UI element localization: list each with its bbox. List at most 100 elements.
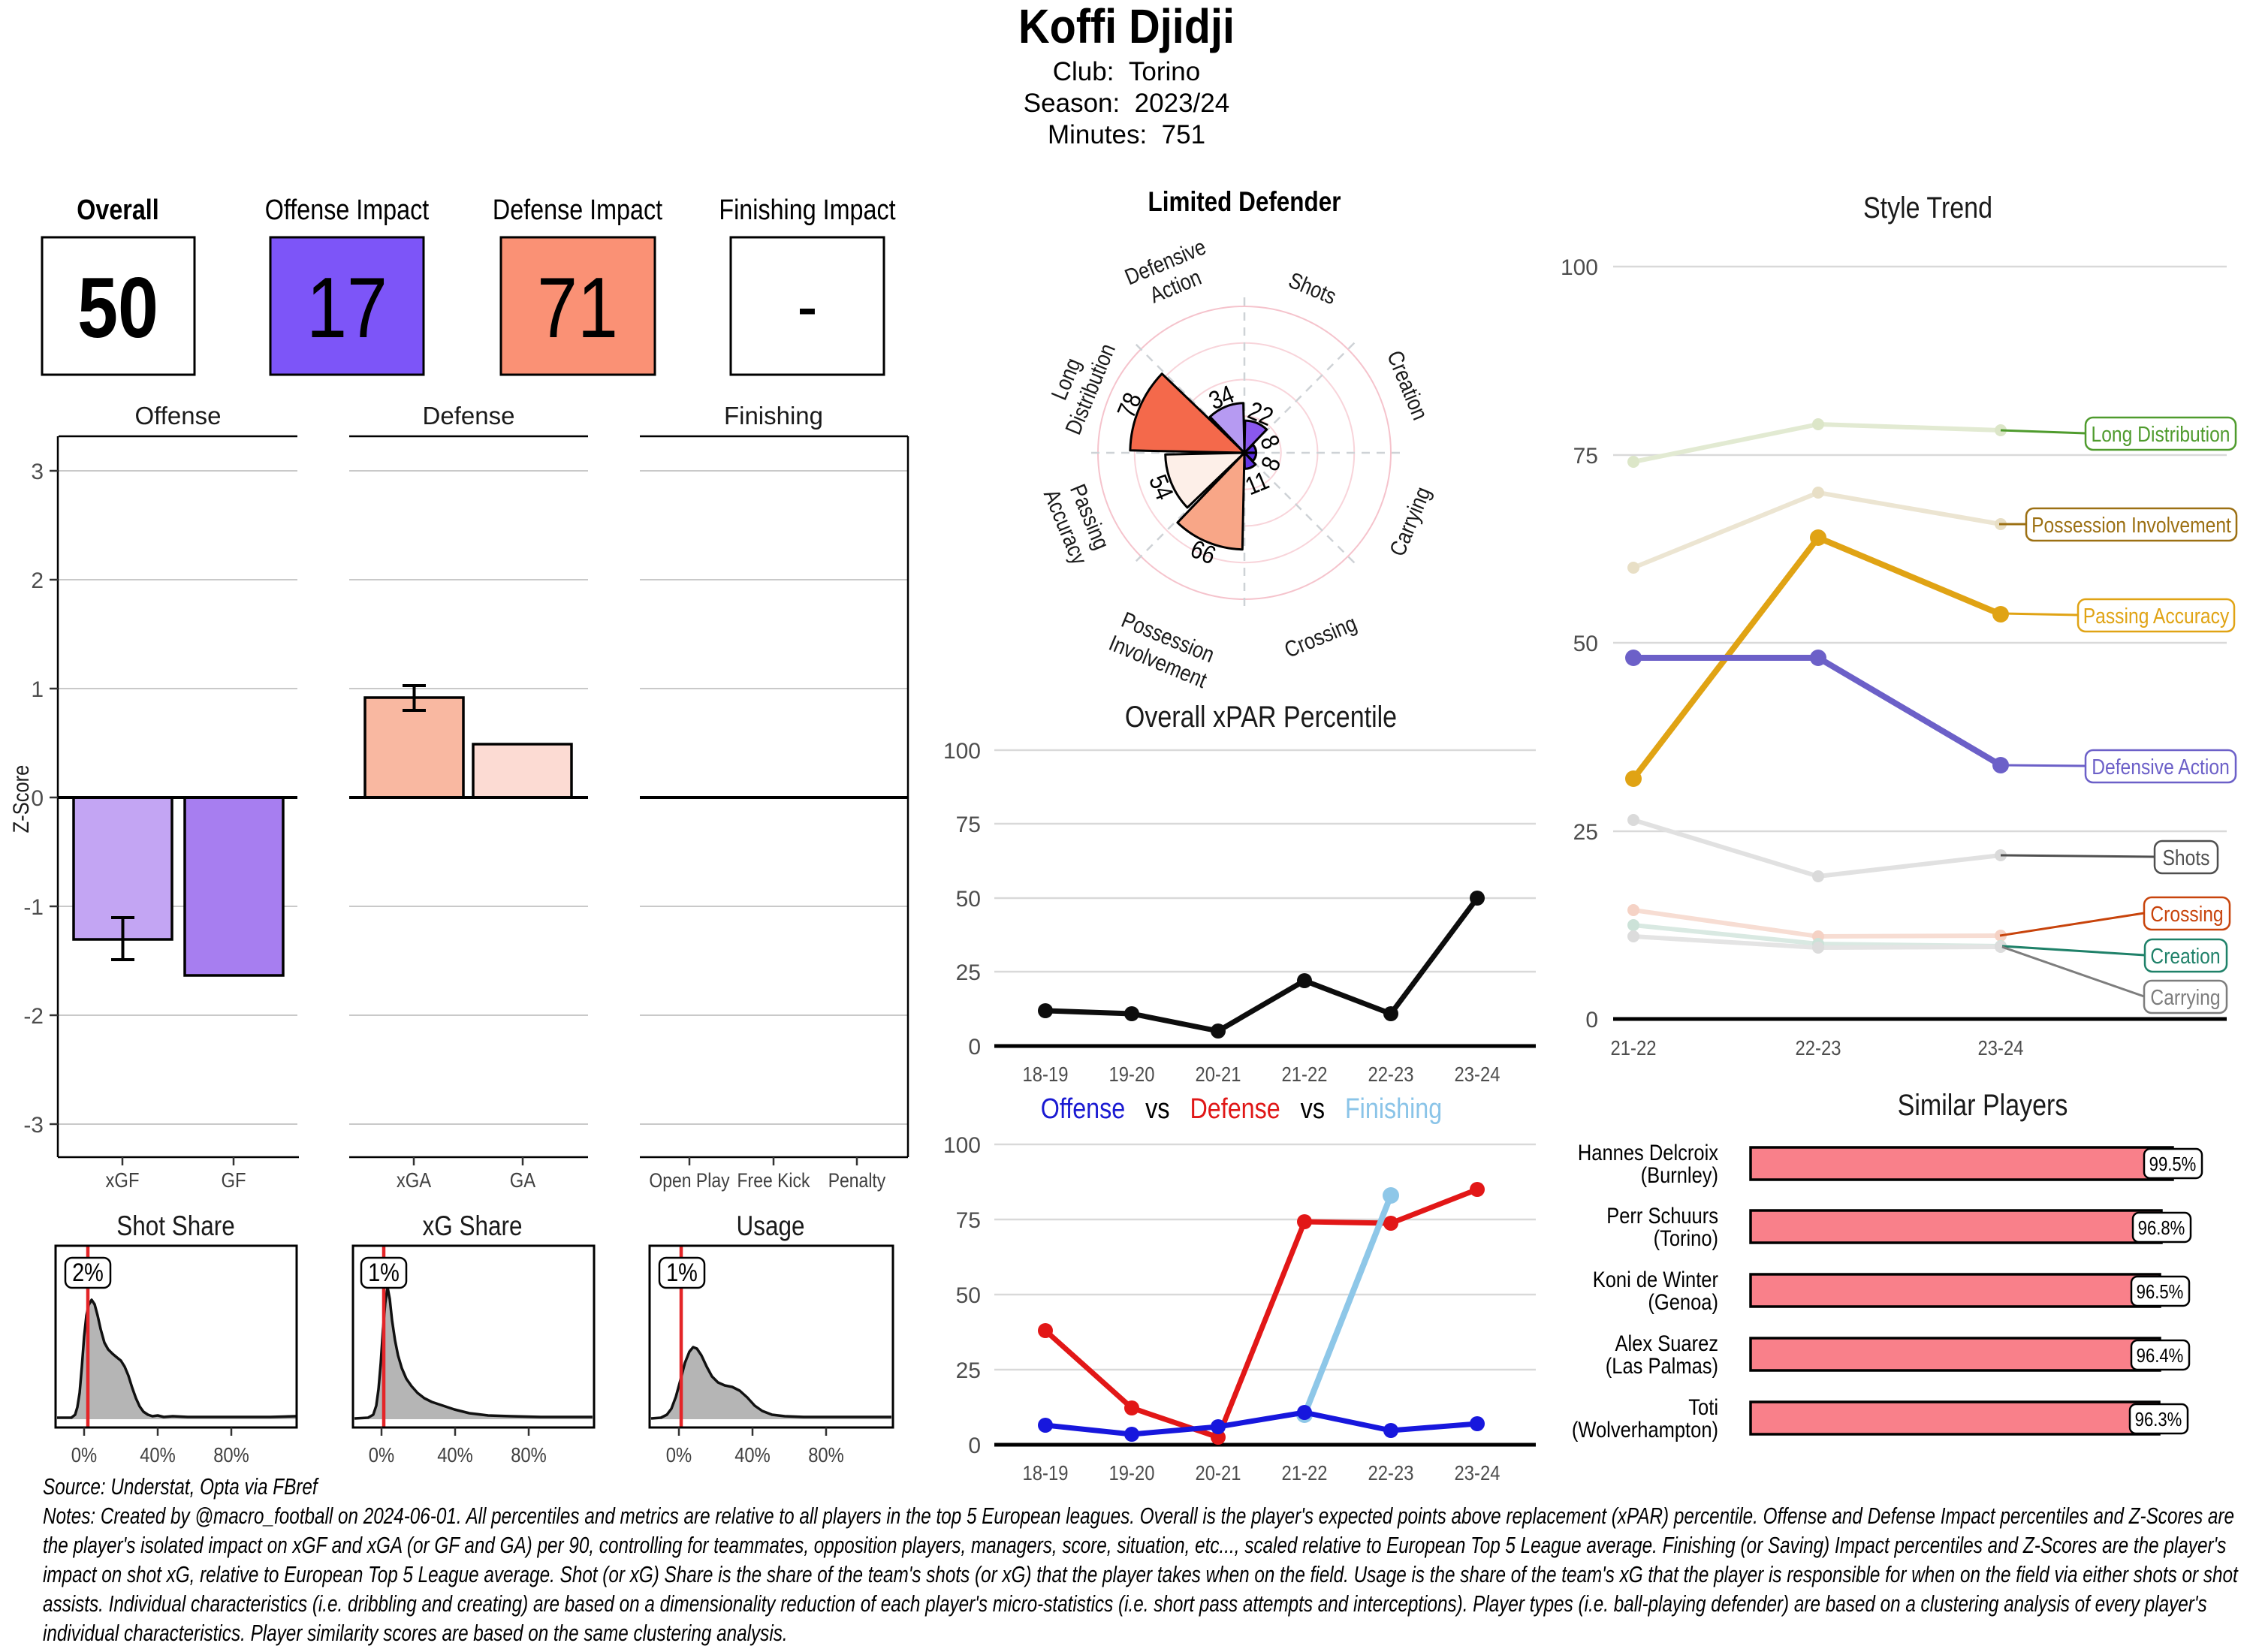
svg-text:Offense Impact: Offense Impact [265, 194, 430, 226]
svg-text:1%: 1% [368, 1259, 400, 1287]
svg-text:22-23: 22-23 [1368, 1461, 1414, 1485]
svg-text:0%: 0% [666, 1443, 692, 1467]
svg-text:Carrying: Carrying [2150, 986, 2220, 1010]
svg-text:96.8%: 96.8% [2138, 1216, 2185, 1239]
svg-text:0: 0 [1585, 1008, 1598, 1032]
svg-text:18-19: 18-19 [1023, 1063, 1069, 1086]
svg-text:96.4%: 96.4% [2137, 1344, 2184, 1367]
svg-text:Toti: Toti [1688, 1395, 1718, 1420]
svg-text:GA: GA [510, 1168, 536, 1192]
svg-text:Z-Score: Z-Score [9, 765, 34, 834]
svg-text:xG Share: xG Share [423, 1210, 523, 1241]
svg-text:21-22: 21-22 [1282, 1461, 1328, 1485]
svg-text:Overall xPAR Percentile: Overall xPAR Percentile [1125, 701, 1397, 734]
svg-text:-1: -1 [23, 895, 44, 920]
svg-text:Open Play: Open Play [649, 1169, 730, 1192]
svg-text:Season: 2023/24: Season: 2023/24 [1024, 89, 1229, 118]
svg-text:Source: Understat, Opta via FB: Source: Understat, Opta via FBref [43, 1473, 319, 1500]
svg-text:21-22: 21-22 [1611, 1036, 1657, 1060]
svg-text:21-22: 21-22 [1282, 1063, 1328, 1086]
svg-text:50: 50 [1573, 632, 1598, 656]
svg-text:0: 0 [968, 1035, 981, 1060]
svg-text:Minutes: 751: Minutes: 751 [1048, 120, 1205, 149]
svg-text:Finishing Impact: Finishing Impact [719, 194, 896, 226]
svg-text:75: 75 [956, 1208, 981, 1233]
svg-text:19-20: 19-20 [1109, 1461, 1155, 1485]
svg-text:75: 75 [1573, 444, 1598, 469]
svg-text:23-24: 23-24 [1455, 1461, 1500, 1485]
svg-text:xGA: xGA [397, 1168, 432, 1192]
svg-text:1: 1 [31, 677, 44, 702]
svg-text:0: 0 [31, 786, 44, 811]
svg-text:71: 71 [537, 261, 618, 356]
svg-text:40%: 40% [437, 1443, 473, 1467]
svg-text:25: 25 [956, 960, 981, 985]
svg-text:Club: Torino: Club: Torino [1053, 57, 1200, 86]
svg-text:the player's isolated impact o: the player's isolated impact on xGF and … [43, 1532, 2226, 1558]
svg-text:50: 50 [77, 261, 158, 356]
svg-text:100: 100 [943, 739, 981, 764]
svg-text:Perr Schuurs: Perr Schuurs [1606, 1204, 1718, 1228]
svg-text:20-21: 20-21 [1196, 1461, 1241, 1485]
svg-text:0%: 0% [71, 1443, 97, 1467]
svg-text:-3: -3 [23, 1113, 44, 1138]
svg-text:2: 2 [31, 568, 44, 593]
svg-text:Penalty: Penalty [828, 1169, 886, 1192]
svg-text:25: 25 [1573, 820, 1598, 845]
svg-text:Crossing: Crossing [2150, 903, 2223, 927]
svg-text:Defense: Defense [423, 402, 515, 430]
svg-text:(Las Palmas): (Las Palmas) [1606, 1354, 1718, 1379]
svg-text:2%: 2% [72, 1259, 104, 1287]
svg-text:22-23: 22-23 [1796, 1036, 1841, 1060]
svg-text:-2: -2 [23, 1004, 44, 1029]
svg-text:(Genoa): (Genoa) [1648, 1290, 1718, 1315]
svg-text:3: 3 [31, 460, 44, 484]
svg-text:40%: 40% [734, 1443, 771, 1467]
svg-text:23-24: 23-24 [1978, 1036, 2024, 1060]
svg-text:17: 17 [306, 261, 388, 356]
svg-text:23-24: 23-24 [1455, 1063, 1500, 1086]
svg-text:0%: 0% [369, 1443, 394, 1467]
svg-text:Offense: Offense [135, 402, 222, 430]
svg-text:-: - [797, 266, 817, 346]
svg-text:Long Distribution: Long Distribution [2092, 423, 2230, 447]
svg-text:80%: 80% [808, 1443, 844, 1467]
svg-text:19-20: 19-20 [1109, 1063, 1155, 1086]
svg-text:Koffi Djidji: Koffi Djidji [1018, 0, 1235, 53]
svg-text:Passing Accuracy: Passing Accuracy [2083, 604, 2230, 629]
svg-text:(Wolverhampton): (Wolverhampton) [1572, 1418, 1718, 1442]
svg-text:99.5%: 99.5% [2149, 1153, 2197, 1175]
svg-text:Shot Share: Shot Share [116, 1210, 234, 1241]
svg-text:25: 25 [956, 1358, 981, 1383]
svg-text:Limited Defender: Limited Defender [1148, 186, 1341, 217]
svg-text:50: 50 [956, 887, 981, 912]
svg-text:20-21: 20-21 [1196, 1063, 1241, 1086]
svg-text:Similar Players: Similar Players [1898, 1089, 2068, 1122]
svg-text:100: 100 [1561, 255, 1598, 280]
svg-text:96.3%: 96.3% [2135, 1408, 2182, 1430]
svg-text:Koni de Winter: Koni de Winter [1593, 1268, 1718, 1292]
svg-text:18-19: 18-19 [1023, 1461, 1069, 1485]
svg-text:(Torino): (Torino) [1654, 1226, 1718, 1251]
svg-text:Notes: Created by @macro_footb: Notes: Created by @macro_football on 202… [43, 1503, 2234, 1529]
svg-text:Alex Suarez: Alex Suarez [1615, 1331, 1719, 1356]
svg-text:Hannes Delcroix: Hannes Delcroix [1578, 1141, 1718, 1165]
svg-text:Finishing: Finishing [724, 402, 823, 430]
svg-text:50: 50 [956, 1283, 981, 1308]
svg-text:Overall: Overall [77, 194, 159, 226]
svg-text:1%: 1% [666, 1259, 698, 1287]
svg-text:assists. Individual characteri: assists. Individual characteristics (i.e… [43, 1590, 2207, 1617]
svg-text:40%: 40% [140, 1443, 176, 1467]
svg-text:96.5%: 96.5% [2137, 1280, 2184, 1303]
svg-text:xGF: xGF [106, 1168, 140, 1192]
svg-text:(Burnley): (Burnley) [1641, 1163, 1718, 1188]
svg-text:Shots: Shots [2163, 846, 2210, 870]
svg-text:0: 0 [968, 1433, 981, 1458]
svg-text:Offense vs Defense vs: Offense vs Defense vs Finishing [1041, 1093, 1443, 1125]
svg-text:Possession Involvement: Possession Involvement [2031, 514, 2231, 538]
svg-text:Defense Impact: Defense Impact [493, 194, 663, 226]
svg-text:Style Trend: Style Trend [1863, 191, 1992, 225]
svg-text:Creation: Creation [2150, 945, 2220, 969]
svg-text:80%: 80% [511, 1443, 547, 1467]
svg-text:80%: 80% [213, 1443, 249, 1467]
